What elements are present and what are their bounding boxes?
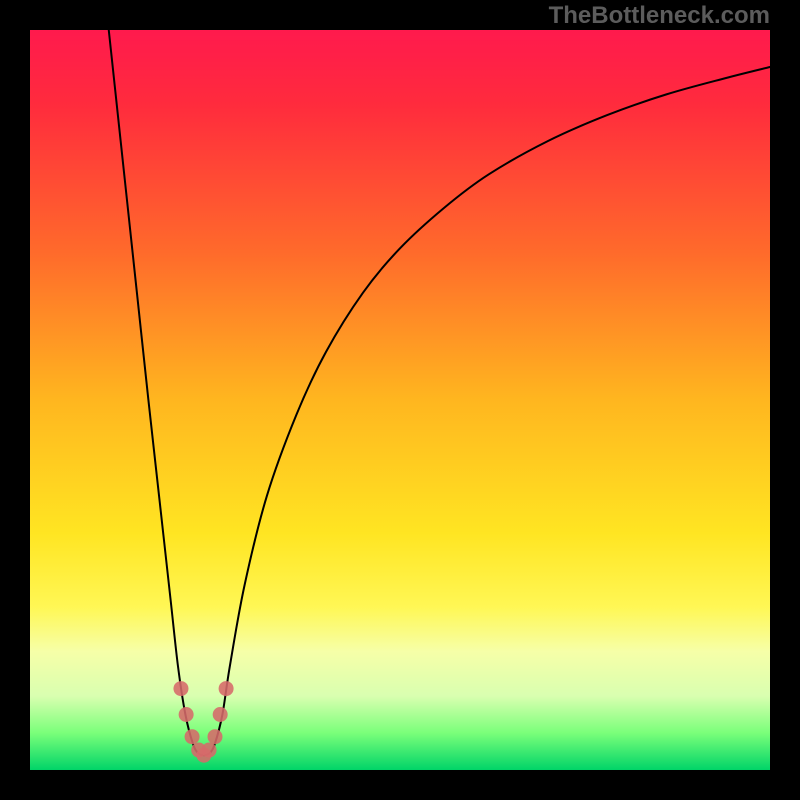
curve-line [104, 0, 770, 755]
curve-marker [179, 707, 194, 722]
curve-marker [202, 743, 217, 758]
curve-marker [173, 681, 188, 696]
curve-markers [173, 681, 233, 763]
chart-container: TheBottleneck.com [0, 0, 800, 800]
curve-marker [208, 729, 223, 744]
chart-svg [30, 30, 770, 770]
plot-area [30, 30, 770, 770]
curve-marker [185, 729, 200, 744]
curve-marker [219, 681, 234, 696]
watermark-text: TheBottleneck.com [549, 2, 770, 30]
curve-marker [213, 707, 228, 722]
